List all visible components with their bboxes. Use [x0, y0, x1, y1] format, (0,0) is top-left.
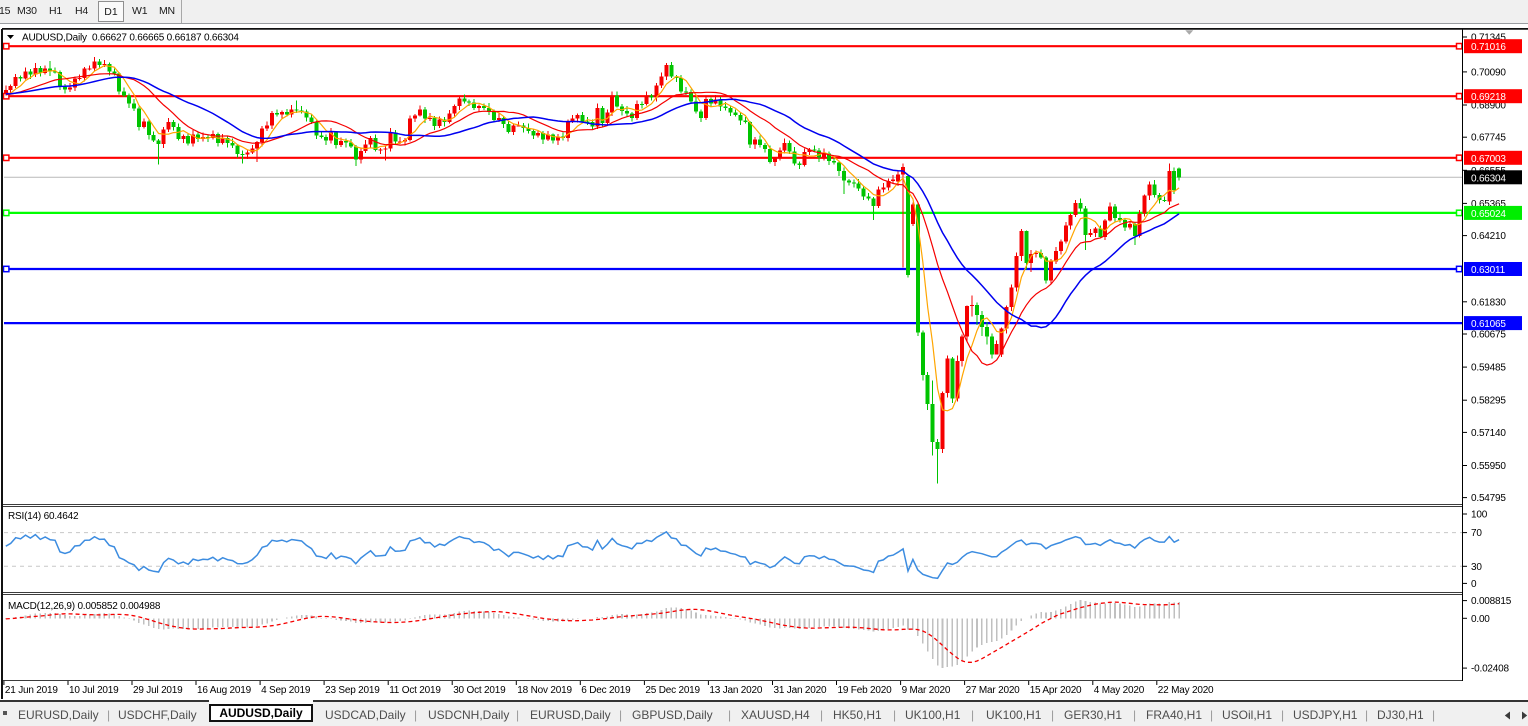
svg-text:4 Sep 2019: 4 Sep 2019 — [261, 685, 311, 696]
svg-text:30 Oct 2019: 30 Oct 2019 — [453, 685, 506, 696]
svg-text:15 Apr 2020: 15 Apr 2020 — [1030, 685, 1082, 696]
svg-text:0.61830: 0.61830 — [1471, 297, 1506, 308]
svg-text:0.55950: 0.55950 — [1471, 461, 1506, 472]
svg-text:0.59485: 0.59485 — [1471, 363, 1506, 374]
svg-text:0.008815: 0.008815 — [1471, 596, 1512, 607]
svg-text:AUDUSD,Daily 0.66627 0.66665: AUDUSD,Daily 0.66627 0.66665 0.66187 0.6… — [22, 33, 239, 44]
svg-text:10 Jul 2019: 10 Jul 2019 — [69, 685, 119, 696]
svg-text:0.61065: 0.61065 — [1471, 319, 1506, 330]
svg-text:0.66304: 0.66304 — [1471, 173, 1506, 184]
svg-text:19 Feb 2020: 19 Feb 2020 — [838, 685, 893, 696]
svg-text:16 Aug 2019: 16 Aug 2019 — [197, 685, 252, 696]
svg-text:0.58295: 0.58295 — [1471, 396, 1506, 407]
svg-text:70: 70 — [1471, 528, 1482, 539]
svg-text:11 Oct 2019: 11 Oct 2019 — [389, 685, 441, 696]
svg-text:100: 100 — [1471, 510, 1488, 521]
svg-text:0.64210: 0.64210 — [1471, 231, 1506, 242]
svg-text:0.69218: 0.69218 — [1471, 92, 1506, 103]
svg-text:0.54795: 0.54795 — [1471, 493, 1506, 504]
svg-text:6 Dec 2019: 6 Dec 2019 — [581, 685, 631, 696]
svg-text:0: 0 — [1471, 579, 1477, 590]
svg-text:0.70090: 0.70090 — [1471, 67, 1506, 78]
svg-text:25 Dec 2019: 25 Dec 2019 — [645, 685, 700, 696]
svg-text:23 Sep 2019: 23 Sep 2019 — [325, 685, 380, 696]
svg-text:13 Jan 2020: 13 Jan 2020 — [709, 685, 762, 696]
svg-text:0.63011: 0.63011 — [1471, 265, 1506, 276]
svg-text:0.57140: 0.57140 — [1471, 428, 1506, 439]
svg-text:0.67003: 0.67003 — [1471, 154, 1506, 165]
svg-text:9 Mar 2020: 9 Mar 2020 — [902, 685, 951, 696]
svg-text:0.65024: 0.65024 — [1471, 209, 1506, 220]
svg-text:4 May 2020: 4 May 2020 — [1094, 685, 1145, 696]
svg-text:27 Mar 2020: 27 Mar 2020 — [966, 685, 1021, 696]
svg-text:0.65365: 0.65365 — [1471, 199, 1506, 210]
svg-text:0.67745: 0.67745 — [1471, 133, 1506, 144]
svg-text:0.60675: 0.60675 — [1471, 330, 1506, 341]
svg-text:22 May 2020: 22 May 2020 — [1158, 685, 1214, 696]
svg-text:MACD(12,26,9) 0.005852 0.00498: MACD(12,26,9) 0.005852 0.004988 — [8, 601, 161, 612]
svg-text:0.71345: 0.71345 — [1471, 33, 1506, 44]
svg-text:RSI(14) 60.4642: RSI(14) 60.4642 — [8, 511, 79, 522]
svg-text:18 Nov 2019: 18 Nov 2019 — [517, 685, 572, 696]
svg-text:-0.02408: -0.02408 — [1471, 664, 1510, 675]
svg-text:30: 30 — [1471, 562, 1482, 573]
svg-text:31 Jan 2020: 31 Jan 2020 — [774, 685, 827, 696]
svg-text:29 Jul 2019: 29 Jul 2019 — [133, 685, 183, 696]
svg-text:21 Jun 2019: 21 Jun 2019 — [5, 685, 58, 696]
svg-text:0.71016: 0.71016 — [1471, 42, 1506, 53]
svg-text:0.00: 0.00 — [1471, 614, 1490, 625]
svg-text:0.68900: 0.68900 — [1471, 101, 1506, 112]
